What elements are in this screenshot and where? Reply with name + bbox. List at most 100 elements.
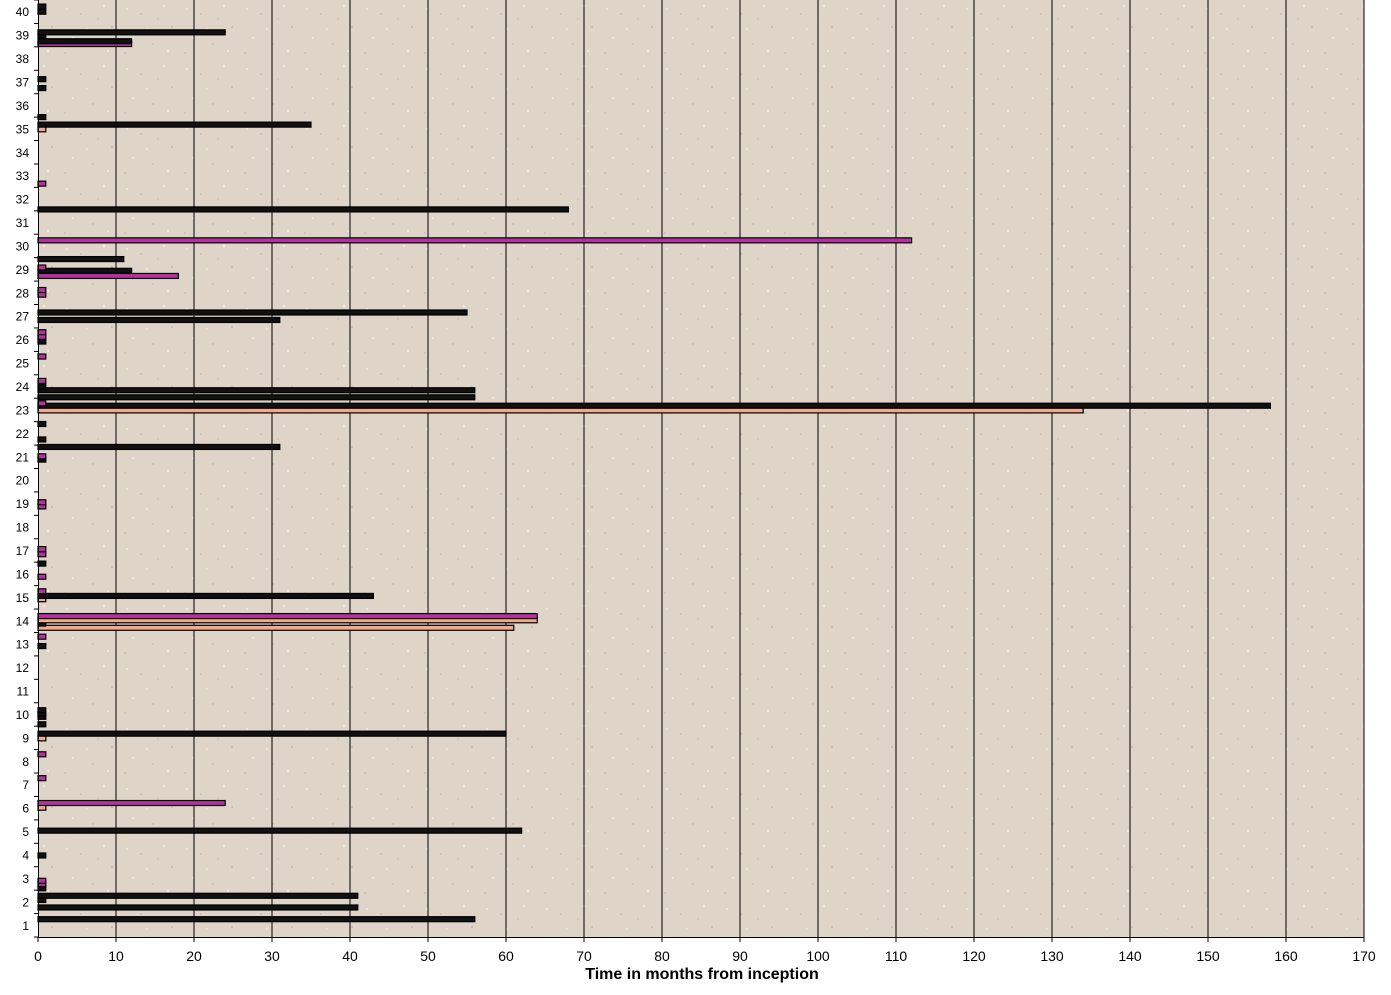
y-tick-label: 29 xyxy=(16,263,30,277)
bar xyxy=(37,329,47,336)
y-tick-label: 19 xyxy=(16,497,30,511)
x-tick-label: 80 xyxy=(654,948,670,964)
y-tick-label: 22 xyxy=(16,427,30,441)
bar xyxy=(37,642,47,650)
y-tick-label: 35 xyxy=(16,122,30,136)
bar xyxy=(37,751,47,758)
y-tick-label: 7 xyxy=(22,778,29,792)
y-tick-label: 25 xyxy=(16,357,30,371)
bar xyxy=(37,286,47,294)
x-tick-label: 70 xyxy=(576,948,592,964)
y-tick-label: 30 xyxy=(16,239,30,253)
y-tick-label: 2 xyxy=(22,895,29,909)
bar xyxy=(37,114,47,121)
plot-area xyxy=(38,0,1364,937)
y-tick-label: 5 xyxy=(22,825,29,839)
bar xyxy=(37,38,133,45)
bar xyxy=(37,377,47,384)
y-tick-label: 8 xyxy=(22,755,29,769)
x-tick-label: 90 xyxy=(732,948,748,964)
bar xyxy=(37,121,312,128)
y-tick-label: 16 xyxy=(16,567,30,581)
bar xyxy=(37,383,47,390)
x-tick-label: 120 xyxy=(962,948,986,964)
tick-labels: 0 10 20 30 40 50 60 70 80 90 100 110 120 130 140 150 160… xyxy=(16,5,1376,964)
x-tick-label: 20 xyxy=(186,948,202,964)
bar xyxy=(37,3,47,10)
y-tick-label: 23 xyxy=(16,403,30,417)
bar xyxy=(37,588,47,595)
bar xyxy=(37,8,47,15)
x-axis-title: Time in months from inception xyxy=(585,966,819,983)
bar xyxy=(37,592,374,600)
bar xyxy=(37,400,47,407)
y-tick-label: 36 xyxy=(16,99,30,113)
x-tick-label: 100 xyxy=(806,948,830,964)
y-tick-label: 12 xyxy=(16,661,30,675)
bar xyxy=(37,309,468,316)
x-tick-label: 30 xyxy=(264,948,280,964)
bar xyxy=(37,206,570,213)
y-tick-label: 1 xyxy=(22,919,29,933)
bar xyxy=(37,499,47,506)
y-tick-label: 6 xyxy=(22,802,29,816)
y-tick-label: 17 xyxy=(16,544,30,558)
y-tick-label: 33 xyxy=(16,169,30,183)
bar xyxy=(37,387,476,394)
bar xyxy=(37,633,47,640)
bar xyxy=(37,316,281,324)
y-tick-label: 37 xyxy=(16,75,30,89)
bar xyxy=(37,436,47,443)
bar xyxy=(37,551,47,558)
y-tick-label: 10 xyxy=(16,708,30,722)
y-tick-label: 40 xyxy=(16,5,30,19)
bar xyxy=(37,573,47,580)
y-tick-label: 13 xyxy=(16,638,30,652)
x-tick-label: 40 xyxy=(342,948,358,964)
bar xyxy=(37,180,47,187)
bar xyxy=(37,264,47,271)
bar xyxy=(37,612,538,620)
x-tick-label: 60 xyxy=(498,948,514,964)
y-tick-label: 9 xyxy=(22,731,29,745)
x-tick-label: 170 xyxy=(1352,948,1376,964)
x-tick-label: 150 xyxy=(1196,948,1220,964)
bar xyxy=(37,799,226,807)
bar xyxy=(37,892,359,899)
x-tick-label: 160 xyxy=(1274,948,1298,964)
y-tick-label: 31 xyxy=(16,216,30,230)
x-tick-label: 140 xyxy=(1118,948,1142,964)
y-tick-label: 28 xyxy=(16,286,30,300)
y-tick-label: 34 xyxy=(16,146,30,160)
y-tick-label: 18 xyxy=(16,521,30,535)
bar xyxy=(37,827,523,834)
bar xyxy=(37,877,47,884)
bar xyxy=(37,453,47,460)
y-tick-label: 24 xyxy=(16,380,30,394)
y-tick-label: 38 xyxy=(16,52,30,66)
bar xyxy=(37,916,476,923)
x-tick-label: 0 xyxy=(34,948,42,964)
x-tick-label: 10 xyxy=(108,948,124,964)
bar xyxy=(37,560,47,567)
bar xyxy=(37,420,47,428)
x-tick-label: 50 xyxy=(420,948,436,964)
bar xyxy=(37,624,515,631)
bar xyxy=(37,775,47,782)
bar xyxy=(37,255,125,263)
bar xyxy=(37,852,47,859)
bar xyxy=(37,272,179,280)
y-tick-label: 39 xyxy=(16,29,30,43)
bar xyxy=(37,443,281,451)
y-tick-label: 27 xyxy=(16,310,30,324)
gridlines xyxy=(115,0,1365,937)
bar xyxy=(37,394,476,401)
bar xyxy=(37,402,1272,409)
y-tick-label: 11 xyxy=(17,685,30,699)
y-tick-label: 3 xyxy=(22,872,29,886)
y-tick-label: 21 xyxy=(16,450,30,464)
bar xyxy=(37,721,47,728)
bar xyxy=(37,84,47,92)
